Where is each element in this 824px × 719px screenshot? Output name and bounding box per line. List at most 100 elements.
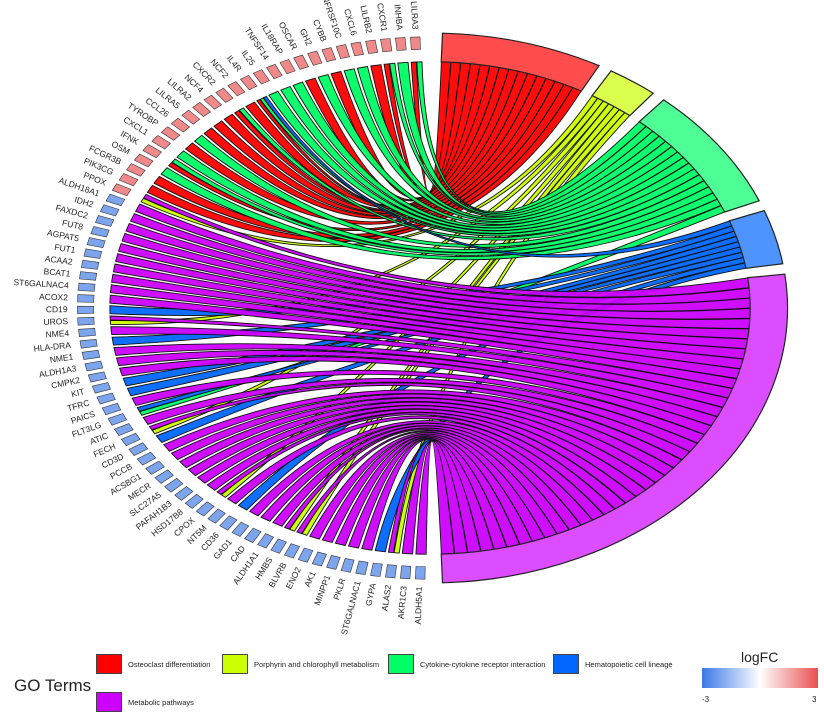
gene-box xyxy=(78,327,96,338)
gene-box xyxy=(184,493,204,509)
gene-box xyxy=(111,183,132,197)
colorbar xyxy=(702,668,818,688)
gene-label: NME4 xyxy=(45,328,70,340)
gene-box xyxy=(240,75,258,91)
ribbon xyxy=(109,294,738,389)
ribbon xyxy=(262,95,733,258)
gene-box xyxy=(128,442,149,456)
gene-box xyxy=(207,508,226,524)
gene-label: LILRA3 xyxy=(409,1,421,30)
legend-item: Porphyrin and chlorophyll metabolism xyxy=(222,654,379,674)
gene-label: ALAS2 xyxy=(379,584,393,612)
gene-box xyxy=(414,566,426,580)
gene-box xyxy=(77,316,95,326)
gene-box xyxy=(105,193,126,207)
gene-box xyxy=(395,37,407,51)
legend-title: GO Terms xyxy=(14,676,92,695)
gene-box xyxy=(79,271,98,281)
gene-box xyxy=(293,54,309,70)
gene-box xyxy=(145,460,165,475)
gene-box xyxy=(257,533,275,549)
gene-box xyxy=(99,204,120,217)
gene-box xyxy=(326,555,341,570)
gene-box xyxy=(113,423,134,436)
gene-label: BCAT1 xyxy=(43,266,71,278)
gene-box xyxy=(96,392,116,405)
gene-box xyxy=(81,349,101,360)
legend-label: Osteoclast differentiation xyxy=(128,659,211,669)
chord-diagram: LILRA3INHBACXCR1LILRB2CXCL6TNFRSF10CCYBB… xyxy=(13,0,789,636)
gene-box xyxy=(90,226,110,238)
term-arc-2 xyxy=(591,70,655,117)
gene-box xyxy=(340,558,355,573)
gene-box xyxy=(227,81,246,97)
ribbon xyxy=(119,356,712,436)
gene-box xyxy=(94,215,115,227)
gene-label: LILRB2 xyxy=(358,4,374,34)
gene-label: AK1 xyxy=(302,569,318,588)
legend-item: Metabolic pathways xyxy=(96,692,194,712)
gene-box xyxy=(118,173,139,187)
gene-label: FUT1 xyxy=(54,242,77,255)
gene-label: CD19 xyxy=(46,304,68,314)
gene-box xyxy=(410,36,421,50)
legend-swatch xyxy=(96,654,122,674)
gene-box xyxy=(279,59,296,75)
gene-box xyxy=(164,477,184,493)
gene-box xyxy=(335,44,350,59)
gene-box xyxy=(311,551,327,567)
gene-box xyxy=(307,50,323,66)
gene-box xyxy=(350,41,364,57)
gene-box xyxy=(174,486,194,501)
ribbon xyxy=(110,326,729,408)
gene-box xyxy=(154,469,174,484)
gene-label: AKR1C3 xyxy=(396,585,409,619)
legend-label: Porphyrin and chlorophyll metabolism xyxy=(254,659,380,669)
gene-label: INHBA xyxy=(392,4,405,31)
legend-label: Hematopoietic cell lineage xyxy=(585,659,673,669)
gene-box xyxy=(133,153,154,168)
gene-box xyxy=(120,432,141,447)
gene-box xyxy=(215,87,234,103)
gene-box xyxy=(380,38,393,53)
gene-label: KIT xyxy=(70,386,85,399)
gene-label: GYPA xyxy=(363,582,377,607)
gene-box xyxy=(151,135,171,150)
gene-box xyxy=(219,515,238,531)
legend-item: Hematopoietic cell lineage xyxy=(553,654,673,674)
gene-box xyxy=(244,527,262,543)
ribbon xyxy=(151,100,610,435)
gene-box xyxy=(385,564,397,579)
legend-swatch xyxy=(96,692,122,712)
legend-swatch xyxy=(553,654,579,674)
term-arc-4 xyxy=(728,209,784,269)
gene-label: NME1 xyxy=(49,352,74,365)
gene-box xyxy=(266,63,283,80)
gene-box xyxy=(142,144,162,159)
gene-box xyxy=(107,413,128,426)
gene-box xyxy=(84,360,104,372)
legend-label: Metabolic pathways xyxy=(128,697,194,707)
term-arc-5 xyxy=(440,273,789,584)
gene-box xyxy=(203,94,223,110)
ribbon xyxy=(220,103,615,498)
gene-box xyxy=(355,560,369,575)
gene-box xyxy=(77,305,95,314)
gene-box xyxy=(101,402,122,416)
ribbon xyxy=(238,107,705,241)
gene-box xyxy=(192,102,211,117)
gene-box xyxy=(252,69,270,85)
legend-item: Cytokine-cytokine receptor interaction xyxy=(388,654,545,674)
ribbon xyxy=(415,440,455,555)
gene-box xyxy=(170,117,191,133)
gene-box xyxy=(126,163,146,177)
gene-box xyxy=(160,126,181,141)
term-arc-1 xyxy=(440,32,601,92)
term-arc-3 xyxy=(638,99,761,213)
gene-label: GH2 xyxy=(298,27,315,47)
gene-box xyxy=(83,248,103,259)
gene-label: CXCR1 xyxy=(375,2,390,32)
gene-box xyxy=(86,237,106,249)
gene-box xyxy=(283,543,301,559)
gene-label: ACOX2 xyxy=(39,292,68,303)
